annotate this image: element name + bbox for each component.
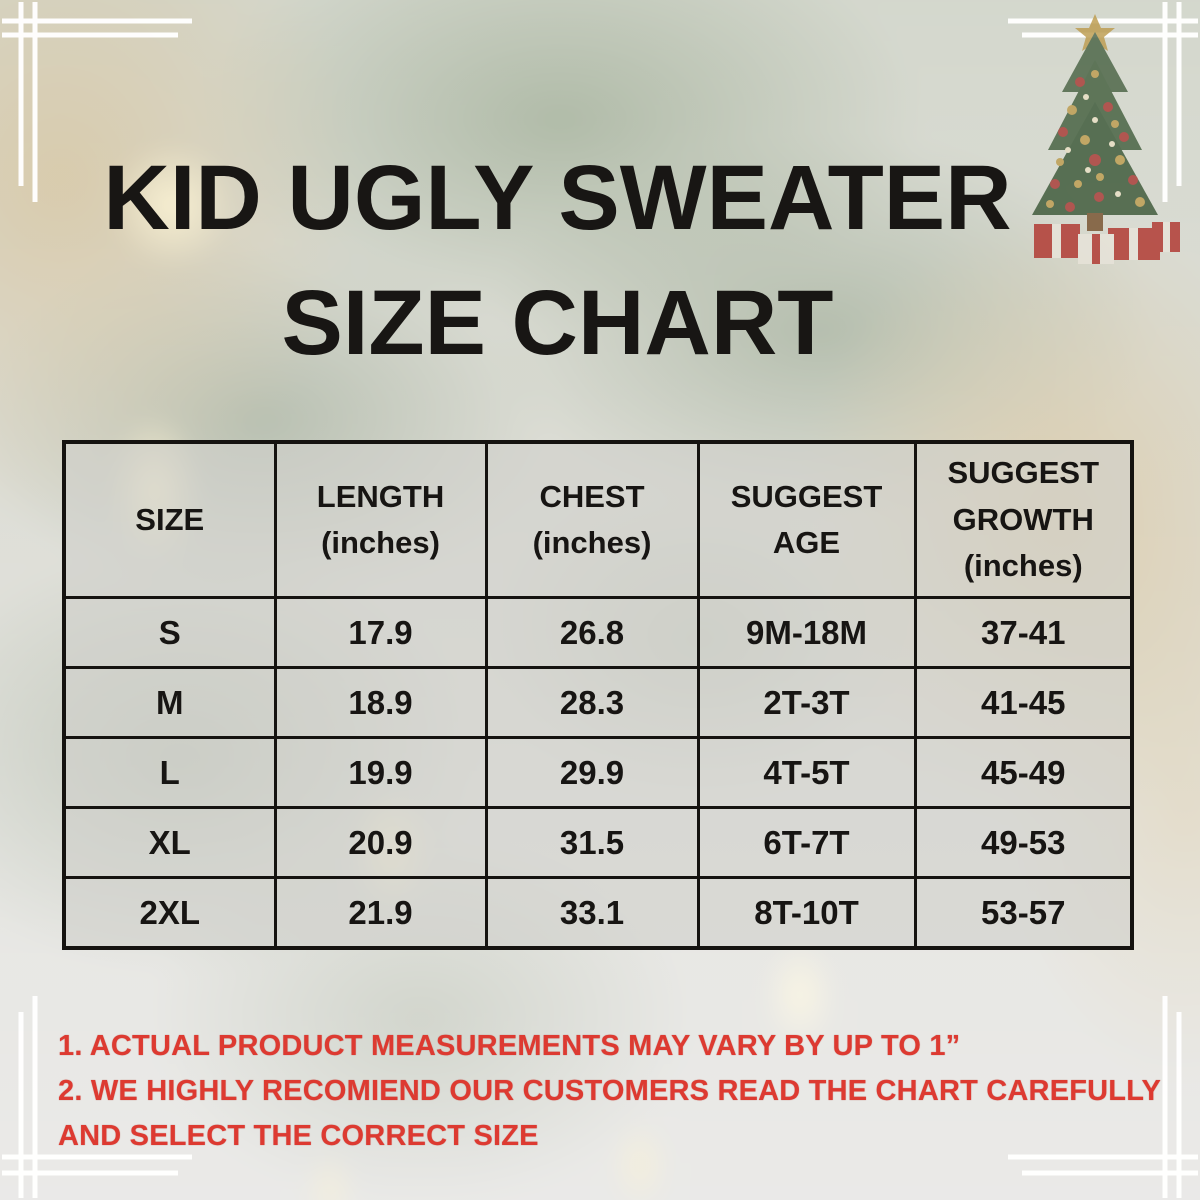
header-cell-length: LENGTH (inches) bbox=[273, 440, 488, 599]
table-cell: 26.8 bbox=[484, 596, 700, 669]
table-cell: 53-57 bbox=[913, 876, 1134, 950]
table-cell: 45-49 bbox=[913, 736, 1134, 809]
tree-gifts bbox=[1034, 222, 1180, 264]
note-line: 1. ACTUAL PRODUCT MEASUREMENTS MAY VARY … bbox=[58, 1030, 961, 1062]
table-cell: 31.5 bbox=[484, 806, 700, 879]
table-cell: 37-41 bbox=[913, 596, 1134, 669]
table-header-row: SIZE LENGTH (inches) CHEST (inches) SUGG… bbox=[62, 440, 1134, 599]
header-cell-chest: CHEST (inches) bbox=[484, 440, 700, 599]
corner-frame-bottom-left-icon bbox=[2, 996, 192, 1198]
corner-frame-bottom-right-icon bbox=[1008, 996, 1198, 1198]
table-cell: 2XL bbox=[62, 876, 277, 950]
table-cell: XL bbox=[62, 806, 277, 879]
table-cell: 18.9 bbox=[273, 666, 488, 739]
table-cell: M bbox=[62, 666, 277, 739]
table-cell: 41-45 bbox=[913, 666, 1134, 739]
note-line: 2. WE HIGHLY RECOMIEND OUR CUSTOMERS REA… bbox=[58, 1074, 1161, 1152]
table-cell: 6T-7T bbox=[696, 806, 917, 879]
table-cell: 29.9 bbox=[484, 736, 700, 809]
table-cell: 4T-5T bbox=[696, 736, 917, 809]
table-cell: S bbox=[62, 596, 277, 669]
table-cell: 33.1 bbox=[484, 876, 700, 950]
table-cell: 8T-10T bbox=[696, 876, 917, 950]
corner-frame-top-right-icon bbox=[1008, 2, 1198, 202]
size-table: SIZE LENGTH (inches) CHEST (inches) SUGG… bbox=[62, 440, 1134, 950]
table-cell: 20.9 bbox=[273, 806, 488, 879]
table-cell: 49-53 bbox=[913, 806, 1134, 879]
header-cell-age: SUGGEST AGE bbox=[696, 440, 917, 599]
christmas-tree-icon bbox=[1032, 14, 1180, 264]
table-row: M 18.9 28.3 2T-3T 41-45 bbox=[62, 666, 1134, 739]
table-cell: 2T-3T bbox=[696, 666, 917, 739]
tree-ornaments bbox=[1046, 70, 1145, 212]
table-cell: L bbox=[62, 736, 277, 809]
notes: 1. ACTUAL PRODUCT MEASUREMENTS MAY VARY … bbox=[58, 1024, 1163, 1159]
title-line-2: SIZE CHART bbox=[281, 272, 834, 374]
title-line-1: KID UGLY SWEATER bbox=[103, 147, 1012, 249]
table-row: XL 20.9 31.5 6T-7T 49-53 bbox=[62, 806, 1134, 879]
table-cell: 17.9 bbox=[273, 596, 488, 669]
table-row: L 19.9 29.9 4T-5T 45-49 bbox=[62, 736, 1134, 809]
table-cell: 28.3 bbox=[484, 666, 700, 739]
header-cell-growth: SUGGEST GROWTH (inches) bbox=[913, 440, 1134, 599]
table-row: S 17.9 26.8 9M-18M 37-41 bbox=[62, 596, 1134, 669]
page-title: KID UGLY SWEATER SIZE CHART bbox=[0, 152, 1115, 369]
header-cell-size: SIZE bbox=[62, 440, 277, 599]
table-cell: 9M-18M bbox=[696, 596, 917, 669]
table-row: 2XL 21.9 33.1 8T-10T 53-57 bbox=[62, 876, 1134, 950]
table-cell: 21.9 bbox=[273, 876, 488, 950]
corner-frame-top-left-icon bbox=[2, 2, 192, 202]
table-cell: 19.9 bbox=[273, 736, 488, 809]
